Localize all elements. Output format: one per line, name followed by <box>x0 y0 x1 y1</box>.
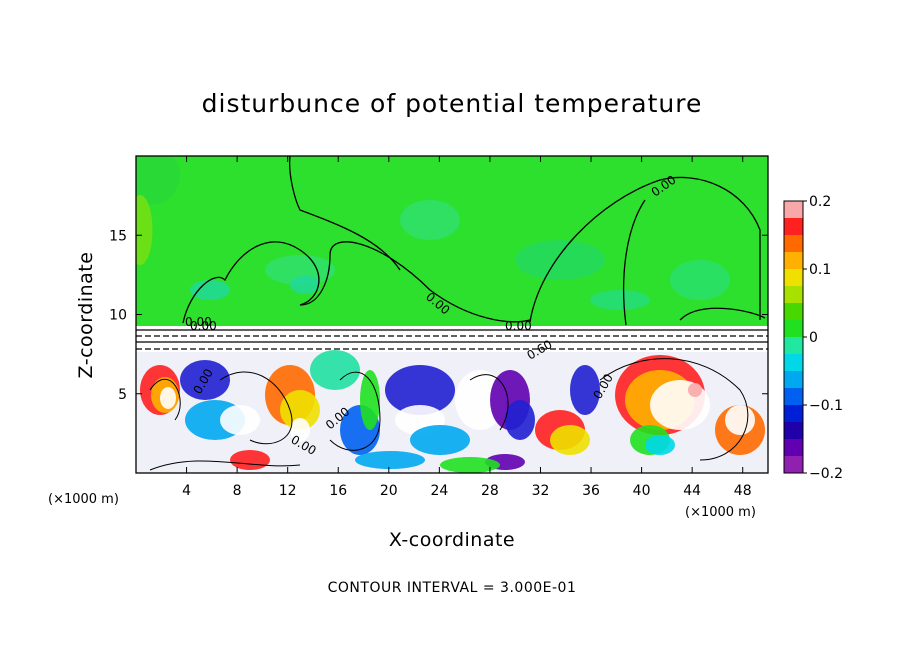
colorbar-swatch <box>784 286 803 304</box>
colorbar-swatch <box>784 269 803 287</box>
x-unit-label-left: (×1000 m) <box>48 492 119 507</box>
x-unit-label-right: (×1000 m) <box>685 505 756 520</box>
x-tick-label: 44 <box>683 483 701 499</box>
colorbar-tick-label: −0.2 <box>809 466 843 482</box>
y-tick-label: 15 <box>109 228 127 244</box>
x-tick-label: 8 <box>233 483 242 499</box>
colorbar-swatch <box>784 337 803 355</box>
colorbar-swatch <box>784 303 803 321</box>
colorbar-swatch <box>784 201 803 219</box>
x-axis-label: X-coordinate <box>389 529 515 551</box>
y-tick-label: 10 <box>109 308 127 324</box>
colorbar-swatch <box>784 354 803 372</box>
colorbar: 0.2 0.1 0 −0.1 −0.2 <box>783 194 843 482</box>
x-tick-label: 20 <box>380 483 398 499</box>
x-tick-label: 48 <box>734 483 752 499</box>
field-layer <box>136 156 768 473</box>
colorbar-swatch <box>784 439 803 457</box>
y-axis: 5 10 15 <box>109 228 768 403</box>
x-tick-label: 40 <box>633 483 651 499</box>
colorbar-swatch <box>784 252 803 270</box>
x-tick-label: 28 <box>481 483 499 499</box>
x-tick-label: 32 <box>532 483 550 499</box>
y-axis-label: Z-coordinate <box>75 252 97 379</box>
colorbar-swatch <box>784 456 803 474</box>
colorbar-tick-label: 0 <box>809 330 818 346</box>
x-tick-label: 24 <box>430 483 448 499</box>
colorbar-swatch <box>784 405 803 423</box>
colorbar-tick-label: 0.2 <box>809 194 831 210</box>
chart-title: disturbunce of potential temperature <box>202 89 703 118</box>
contour-label: 0.00 <box>505 319 532 333</box>
contour-layer <box>136 156 768 471</box>
colorbar-tick-label: 0.1 <box>809 262 831 278</box>
contour-label: 0.00 <box>185 315 212 329</box>
plot-area <box>136 156 768 473</box>
colorbar-swatch <box>784 371 803 389</box>
x-axis: 4 8 12 16 20 24 28 32 36 40 44 48 <box>182 156 752 499</box>
colorbar-swatch <box>784 218 803 236</box>
colorbar-swatch <box>784 422 803 440</box>
x-tick-label: 36 <box>582 483 600 499</box>
colorbar-swatch <box>784 388 803 406</box>
colorbar-swatch <box>784 235 803 253</box>
y-tick-label: 5 <box>118 387 127 403</box>
colorbar-tick-label: −0.1 <box>809 398 843 414</box>
contour-label: 0.00 <box>190 319 217 333</box>
colorbar-swatch <box>784 320 803 338</box>
x-tick-label: 4 <box>182 483 191 499</box>
contour-interval-note: CONTOUR INTERVAL = 3.000E-01 <box>328 580 577 596</box>
x-tick-label: 16 <box>329 483 347 499</box>
x-tick-label: 12 <box>279 483 297 499</box>
